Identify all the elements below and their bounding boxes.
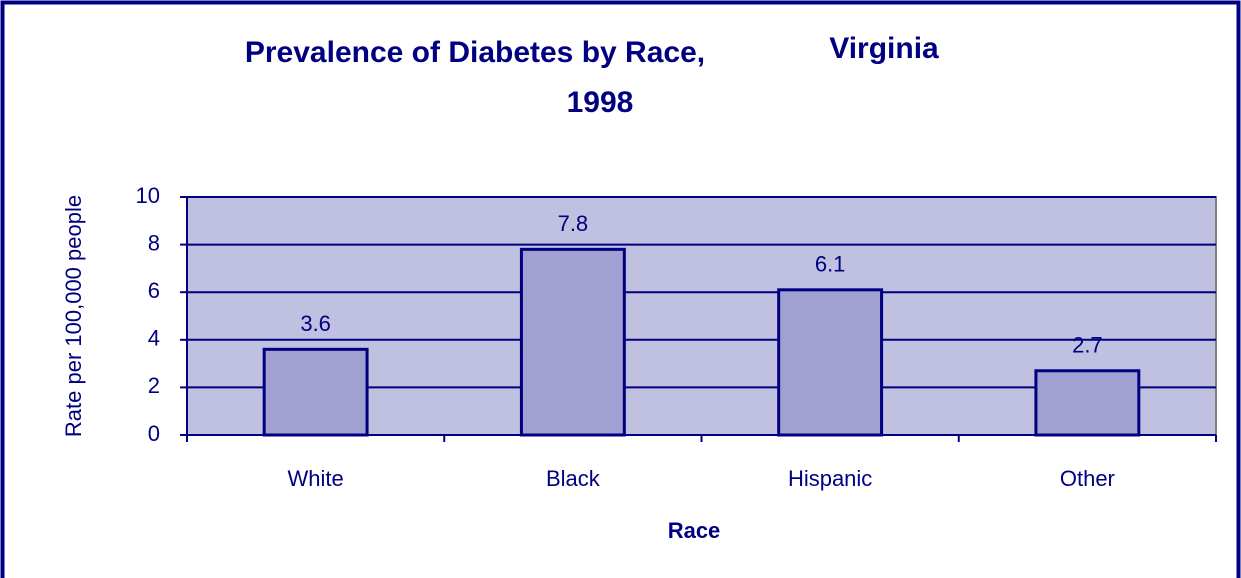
bar bbox=[519, 247, 626, 437]
data-label: 6.1 bbox=[815, 252, 846, 277]
y-tick-label: 8 bbox=[148, 230, 160, 255]
x-tick-label: Other bbox=[1060, 466, 1115, 491]
data-label: 3.6 bbox=[300, 311, 331, 336]
bar bbox=[777, 288, 884, 437]
data-label: 2.7 bbox=[1072, 333, 1103, 358]
bar bbox=[262, 347, 369, 437]
x-tick-label: White bbox=[288, 466, 344, 491]
y-tick-label: 4 bbox=[148, 326, 160, 351]
y-tick-label: 6 bbox=[148, 278, 160, 303]
data-label: 7.8 bbox=[558, 211, 589, 236]
x-tick-label: Hispanic bbox=[788, 466, 872, 491]
chart-title: Virginia bbox=[829, 32, 939, 65]
y-tick-label: 2 bbox=[148, 373, 160, 398]
y-tick-label: 0 bbox=[148, 421, 160, 446]
chart-title: Prevalence of Diabetes by Race, bbox=[245, 36, 705, 69]
bar bbox=[1034, 369, 1141, 437]
x-axis-title: Race bbox=[668, 518, 721, 543]
y-axis-title: Rate per 100,000 people bbox=[61, 195, 86, 437]
y-tick-label: 10 bbox=[136, 183, 160, 208]
x-tick-label: Black bbox=[546, 466, 601, 491]
chart-title: 1998 bbox=[567, 86, 634, 119]
